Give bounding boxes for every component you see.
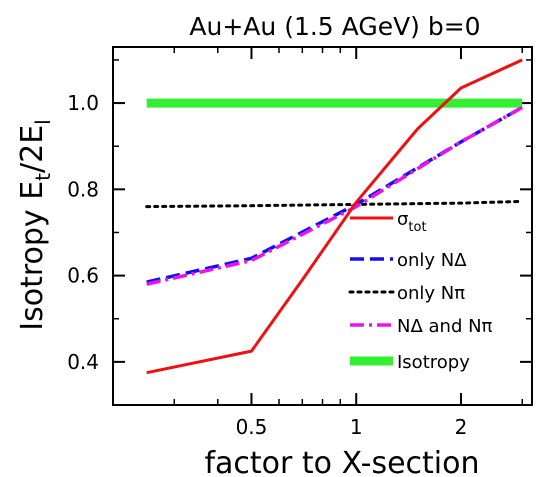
legend-label-nd: only NΔ (397, 250, 467, 271)
y-tick-label: 0.8 (67, 177, 99, 201)
y-axis-label: Isotropy Et/2El (15, 119, 55, 330)
legend-label-sigma: σtot (397, 209, 427, 235)
y-axis-label-sub1: t (31, 173, 55, 181)
x-axis-label: factor to X-section (204, 446, 479, 477)
y-tick-label: 0.6 (67, 264, 99, 288)
y-tick-label: 1.0 (67, 91, 99, 115)
y-axis-label-mid: /2E (15, 125, 50, 173)
plot-area: 0.5 1 2 0.4 0.6 0.8 1.0 σtot only NΔ only Nπ NΔ an… (67, 46, 533, 439)
series-line-sigma (146, 58, 523, 375)
x-tick-label: 0.5 (236, 415, 268, 439)
x-tick-label: 2 (455, 415, 468, 439)
series-line-npi (145, 199, 524, 209)
legend-label-npi: only Nπ (397, 283, 465, 304)
legend-label-both: NΔ and Nπ (397, 316, 493, 337)
y-axis-label-main: Isotropy E (15, 181, 50, 331)
y-axis-label-sub2: l (31, 119, 55, 125)
y-tick-label: 0.4 (67, 350, 99, 374)
legend-label-iso: Isotropy (397, 352, 470, 373)
series-line-both (146, 105, 524, 286)
chart-title: Au+Au (1.5 AGeV) b=0 (189, 12, 480, 41)
x-tick-label: 1 (350, 415, 363, 439)
